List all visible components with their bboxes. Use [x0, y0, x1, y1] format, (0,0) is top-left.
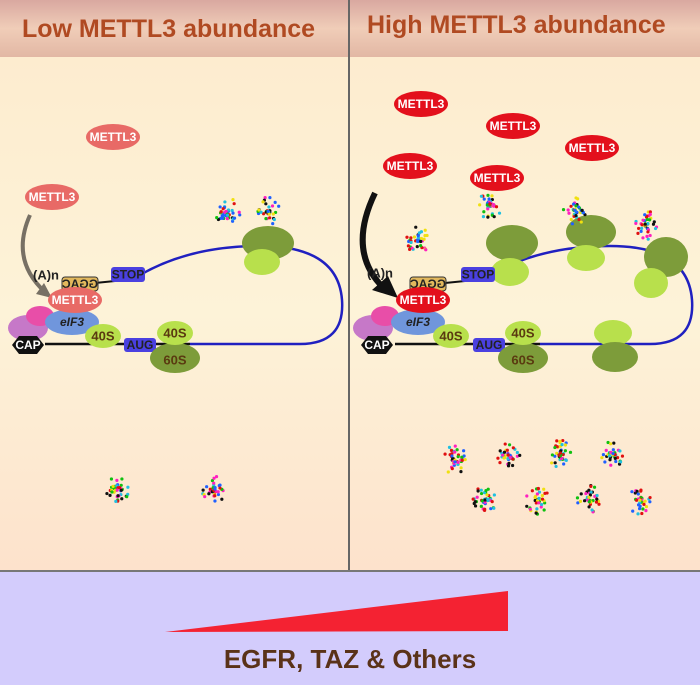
- expression-wedge: [165, 591, 508, 632]
- svg-text:METTL3: METTL3: [569, 141, 616, 155]
- mettl3-free: METTL3: [25, 184, 79, 210]
- ribosome-80s: 60S 40S: [498, 321, 548, 373]
- mettl3-free: METTL3: [394, 91, 448, 117]
- mettl3-bound: METTL3: [48, 287, 102, 313]
- mettl3-free: METTL3: [565, 135, 619, 161]
- svg-text:STOP: STOP: [112, 268, 144, 282]
- svg-text:CAP: CAP: [15, 338, 40, 352]
- svg-text:METTL3: METTL3: [474, 171, 521, 185]
- protein-icon: [600, 440, 625, 467]
- svg-text:40S: 40S: [163, 326, 186, 341]
- svg-text:STOP: STOP: [462, 268, 494, 282]
- protein-icon: [471, 487, 496, 512]
- mettl3-free: METTL3: [86, 124, 140, 150]
- high-panel: METTL3 METTL3 METTL3 METTL3 METTL3 STOP …: [353, 91, 694, 373]
- protein-icon: [256, 196, 281, 226]
- aug-codon: AUG: [124, 338, 156, 352]
- svg-text:eIF3: eIF3: [406, 315, 430, 329]
- ribosome-40s-scanning: 40S: [85, 324, 121, 348]
- ribosome-40s-scanning: 40S: [433, 324, 469, 348]
- mettl3-free: METTL3: [383, 153, 437, 179]
- mettl3-free: METTL3: [486, 113, 540, 139]
- recruit-arrow-head: [36, 283, 52, 298]
- protein-icon: [201, 475, 225, 503]
- svg-text:METTL3: METTL3: [398, 97, 445, 111]
- header-low: Low METTL3 abundance: [22, 15, 315, 43]
- svg-text:eIF3: eIF3: [60, 315, 84, 329]
- stop-codon: STOP: [461, 267, 495, 282]
- aug-codon: AUG: [473, 338, 505, 352]
- protein-icon: [634, 210, 659, 241]
- target-genes-label: EGFR, TAZ & Others: [224, 644, 476, 674]
- svg-text:60S: 60S: [511, 353, 534, 368]
- stop-codon: STOP: [111, 267, 145, 282]
- nascent-proteins: [105, 193, 659, 516]
- protein-icon: [525, 486, 549, 516]
- recruit-arrow: [20, 214, 47, 294]
- cap: CAP: [361, 336, 393, 354]
- eif3: eIF3: [45, 309, 99, 335]
- low-panel: METTL3 METTL3 STOP GGAC (A)n eIF3 METTL3…: [8, 124, 344, 373]
- protein-icon: [561, 196, 587, 226]
- protein-icon: [630, 488, 652, 516]
- mettl3-free: METTL3: [470, 165, 524, 191]
- protein-icon: [550, 438, 573, 469]
- ribosome-80s: 60S 40S: [150, 321, 200, 373]
- protein-icon: [443, 444, 467, 474]
- ribosome-polysome: [486, 225, 538, 286]
- protein-icon: [405, 225, 429, 252]
- svg-text:METTL3: METTL3: [400, 293, 447, 307]
- svg-text:60S: 60S: [163, 353, 186, 368]
- svg-text:40S: 40S: [91, 329, 114, 344]
- protein-icon: [478, 193, 502, 219]
- eif3: eIF3: [391, 309, 445, 335]
- svg-text:40S: 40S: [439, 329, 462, 344]
- ribosome-polysome: [592, 320, 638, 372]
- svg-text:AUG: AUG: [476, 338, 503, 352]
- svg-text:AUG: AUG: [127, 338, 154, 352]
- svg-text:METTL3: METTL3: [90, 130, 137, 144]
- polya-tail: (A)n: [367, 266, 393, 281]
- svg-text:METTL3: METTL3: [29, 190, 76, 204]
- svg-text:40S: 40S: [511, 326, 534, 341]
- header-high: High METTL3 abundance: [367, 11, 666, 39]
- svg-text:METTL3: METTL3: [490, 119, 537, 133]
- recruit-arrow-head: [372, 276, 398, 298]
- svg-text:METTL3: METTL3: [52, 293, 99, 307]
- protein-icon: [575, 484, 601, 514]
- polya-tail: (A)n: [33, 268, 59, 283]
- mettl3-bound: METTL3: [396, 287, 450, 313]
- svg-text:CAP: CAP: [364, 338, 389, 352]
- ribosome-top: [242, 226, 294, 275]
- ribosome-polysome: [634, 237, 688, 298]
- mrna-strand: [139, 244, 344, 346]
- protein-icon: [215, 197, 242, 223]
- protein-icon: [105, 477, 130, 504]
- svg-text:METTL3: METTL3: [387, 159, 434, 173]
- cap: CAP: [12, 336, 44, 354]
- ribosome-polysome: [566, 215, 616, 271]
- protein-icon: [496, 442, 522, 468]
